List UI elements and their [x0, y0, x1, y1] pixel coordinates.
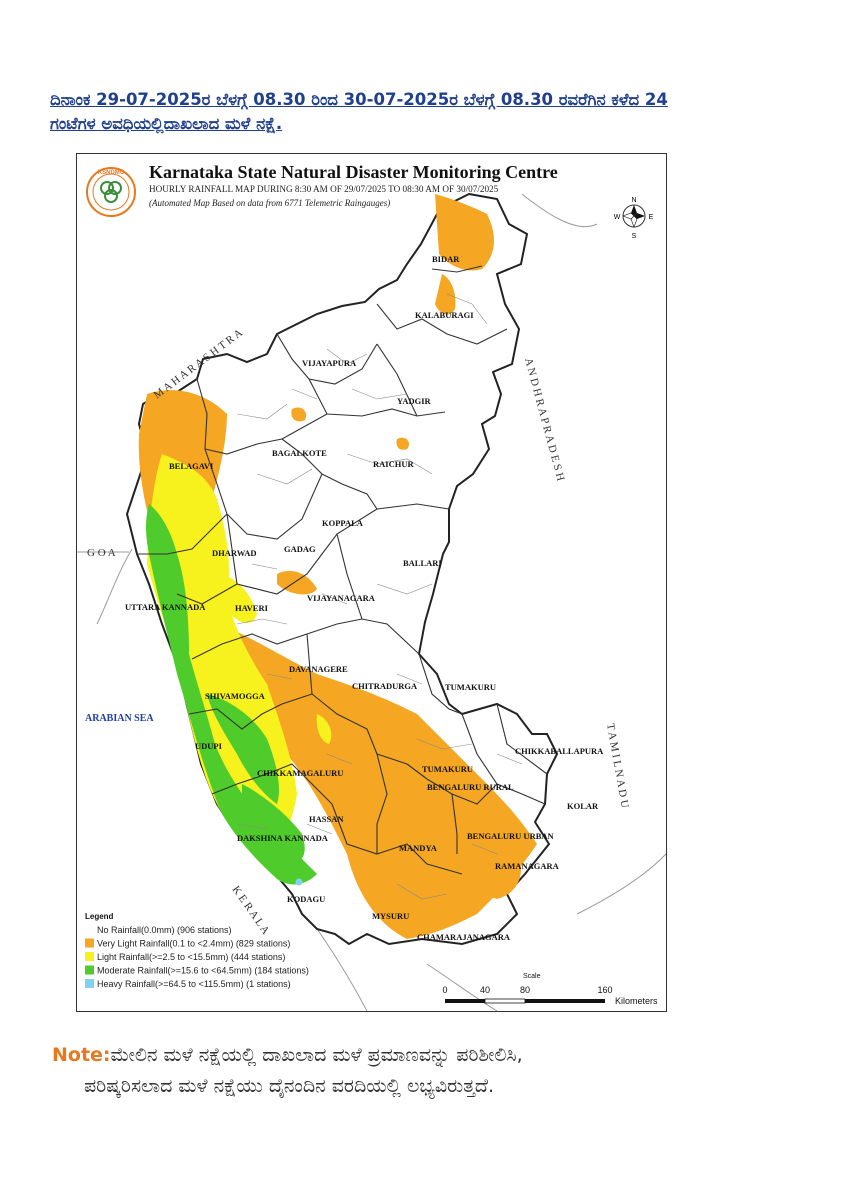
district-label: DAKSHINA KANNADA: [237, 833, 329, 843]
district-label: SHIVAMOGGA: [205, 691, 266, 701]
district-label: KOLAR: [567, 801, 599, 811]
district-label: VIJAYAPURA: [302, 358, 357, 368]
district-label: UTTARA KANNADA: [125, 602, 206, 612]
compass-s: S: [632, 233, 637, 240]
district-label: HASSAN: [309, 814, 344, 824]
scale-title: Scale: [523, 973, 541, 980]
district-label: MYSURU: [372, 911, 409, 921]
compass-w: W: [614, 214, 621, 221]
scale-tick: 40: [480, 985, 490, 995]
legend-title: Legend: [85, 912, 114, 921]
district-label: VIJAYANAGARA: [307, 593, 376, 603]
legend-label: Heavy Rainfall(>=64.5 to <115.5mm) (1 st…: [97, 979, 291, 989]
district-label: TUMAKURU: [422, 764, 473, 774]
map-source-note: (Automated Map Based on data from 6771 T…: [149, 198, 390, 208]
district-label: KOPPALA: [322, 518, 364, 528]
district-label: BELAGAVI: [169, 461, 214, 471]
legend-label: Light Rainfall(>=2.5 to <15.5mm) (444 st…: [97, 952, 285, 962]
district-label: DHARWAD: [212, 548, 257, 558]
district-label: BALLARI: [403, 558, 442, 568]
map-legend: Legend No Rainfall(0.0mm) (906 stations)…: [84, 912, 309, 989]
scale-tick: 80: [520, 985, 530, 995]
district-label: BENGALURU RURAL: [427, 782, 514, 792]
map-canvas: KSNDMC Karnataka State Natural Disaster …: [77, 162, 666, 1011]
label-arabian-sea: ARABIAN SEA: [85, 713, 154, 724]
district-label: RAMANAGARA: [495, 861, 560, 871]
district-label: BIDAR: [432, 254, 460, 264]
legend-swatch: [85, 965, 94, 975]
label-goa: G O A: [87, 547, 116, 559]
map-title: Karnataka State Natural Disaster Monitor…: [149, 162, 558, 182]
heading-line-1: ದಿನಾಂಕ 29-07-2025ರ ಬೆಳಗ್ಗೆ 08.30 ರಿಂದ 30…: [50, 90, 668, 109]
district-label: YADGIR: [397, 396, 432, 406]
legend-label: Very Light Rainfall(0.1 to <2.4mm) (829 …: [97, 939, 290, 949]
compass-rose-icon: N S E W: [614, 197, 654, 240]
note-line-1: ಮೇಲಿನ ಮಳೆ ನಕ್ಷೆಯಲ್ಲಿ ದಾಖಲಾದ ಮಳೆ ಪ್ರಮಾಣವನ…: [110, 1044, 523, 1066]
label-tamil-nadu: T A M I L N A D U: [604, 722, 631, 808]
district-label: MANDYA: [399, 843, 438, 853]
note-label: Note:: [52, 1044, 111, 1066]
district-label: KALABURAGI: [415, 310, 474, 320]
compass-e: E: [649, 214, 654, 221]
district-label: UDUPI: [195, 741, 223, 751]
district-label: CHIKKABALLAPURA: [515, 746, 604, 756]
district-boundaries: [137, 265, 548, 875]
scale-tick: 160: [597, 985, 612, 995]
scale-bar: Scale 0 40 80 160 Kilometers: [442, 973, 658, 1006]
scale-tick: 0: [442, 985, 447, 995]
note-line-2: ಪರಿಷ್ಕರಿಸಲಾದ ಮಳೆ ನಕ್ಷೆಯು ದೈನಂದಿನ ವರದಿಯಲ್…: [84, 1075, 494, 1097]
legend-swatch: [85, 938, 94, 948]
district-label: HAVERI: [235, 603, 269, 613]
rainfall-zones: [138, 194, 537, 939]
legend-swatch: [84, 924, 95, 935]
district-label: TUMAKURU: [445, 682, 496, 692]
taluk-boundaries: [236, 293, 523, 900]
report-heading: ದಿನಾಂಕ 29-07-2025ರ ಬೆಳಗ್ಗೆ 08.30 ರಿಂದ 30…: [50, 88, 770, 136]
district-label: KODAGU: [287, 894, 325, 904]
district-label: CHITRADURGA: [352, 681, 418, 691]
label-kerala: K E R A L A: [230, 884, 272, 937]
scale-unit: Kilometers: [615, 996, 658, 1006]
district-label: RAICHUR: [373, 459, 414, 469]
district-label: BAGALKOTE: [272, 448, 327, 458]
legend-swatch: [85, 979, 94, 988]
legend-label: Moderate Rainfall(>=15.6 to <64.5mm) (18…: [97, 966, 309, 976]
district-label: GADAG: [284, 544, 316, 554]
note-section: Note:ಮೇಲಿನ ಮಳೆ ನಕ್ಷೆಯಲ್ಲಿ ದಾಖಲಾದ ಮಳೆ ಪ್ರ…: [52, 1040, 812, 1102]
district-label: BENGALURU URBAN: [467, 831, 555, 841]
compass-n: N: [631, 197, 636, 204]
map-header: KSNDMC Karnataka State Natural Disaster …: [86, 162, 558, 217]
label-andhra-pradesh: A N D H R A P R A D E S H: [522, 357, 566, 483]
heading-line-2: ಗಂಟೆಗಳ ಅವಧಿಯಲ್ಲಿದಾಖಲಾದ ಮಳೆ ನಕ್ಷೆ.: [50, 114, 283, 133]
legend-swatch: [85, 952, 94, 961]
rainfall-map: KSNDMC Karnataka State Natural Disaster …: [76, 153, 667, 1012]
district-label: CHAMARAJANAGARA: [417, 932, 511, 942]
map-subtitle: HOURLY RAINFALL MAP DURING 8:30 AM OF 29…: [149, 184, 499, 194]
district-label: DAVANAGERE: [289, 664, 348, 674]
logo-text: KSNDMC: [98, 170, 125, 176]
district-label: CHIKKAMAGALURU: [257, 768, 343, 778]
legend-label: No Rainfall(0.0mm) (906 stations): [97, 925, 232, 935]
